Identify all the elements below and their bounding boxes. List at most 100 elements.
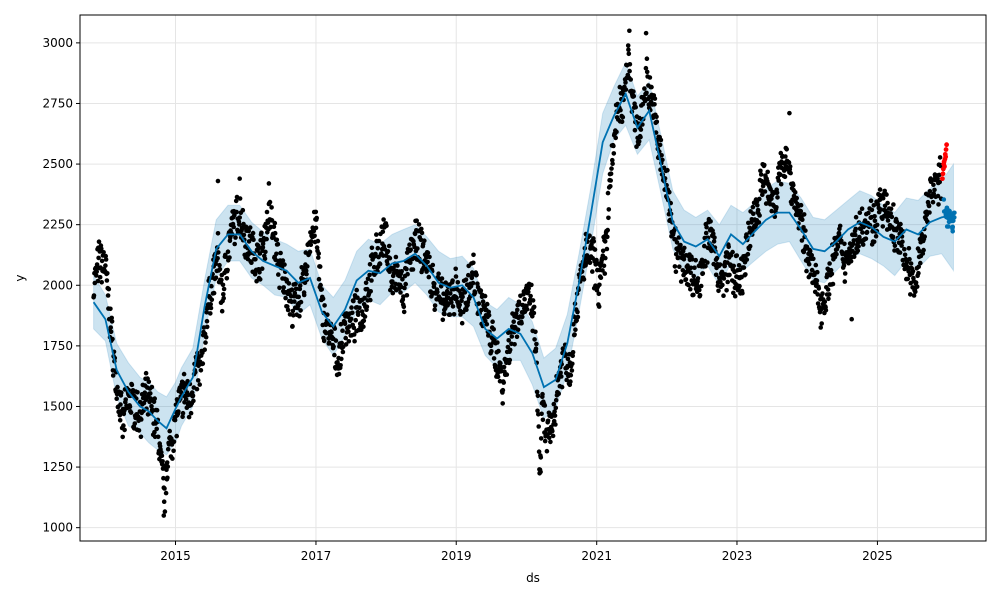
observed-point bbox=[332, 352, 337, 358]
observed-point bbox=[540, 417, 546, 423]
observed-point bbox=[96, 239, 102, 244]
observed-point bbox=[526, 289, 531, 295]
observed-point bbox=[320, 296, 326, 302]
observed-point bbox=[604, 246, 610, 252]
observed-point bbox=[788, 170, 793, 176]
observed-point bbox=[756, 220, 762, 225]
observed-point bbox=[685, 263, 690, 268]
observed-point bbox=[290, 323, 295, 329]
observed-point bbox=[614, 129, 619, 135]
observed-point bbox=[315, 238, 321, 244]
observed-point bbox=[159, 449, 164, 455]
observed-point bbox=[837, 223, 843, 229]
observed-point bbox=[362, 314, 368, 319]
observed-point bbox=[569, 368, 575, 373]
observed-point bbox=[633, 104, 638, 110]
observed-point bbox=[830, 281, 836, 287]
observed-point bbox=[450, 304, 456, 309]
observed-point bbox=[711, 239, 717, 244]
forecast-point bbox=[950, 224, 955, 230]
observed-point bbox=[692, 265, 697, 271]
observed-point bbox=[559, 384, 565, 390]
observed-point bbox=[730, 249, 735, 255]
observed-point bbox=[937, 155, 943, 160]
observed-point bbox=[511, 319, 516, 325]
observed-point bbox=[165, 464, 171, 469]
observed-point bbox=[657, 142, 663, 148]
observed-point bbox=[99, 280, 104, 285]
observed-point bbox=[403, 281, 409, 287]
observed-point bbox=[322, 303, 327, 308]
observed-point bbox=[449, 300, 454, 305]
observed-point bbox=[551, 401, 557, 407]
observed-point bbox=[364, 304, 370, 310]
observed-point bbox=[568, 379, 573, 384]
observed-point bbox=[460, 294, 465, 300]
observed-point bbox=[298, 308, 303, 313]
observed-point bbox=[658, 137, 664, 143]
observed-point bbox=[693, 257, 698, 263]
observed-point bbox=[627, 28, 632, 34]
observed-point bbox=[103, 263, 108, 268]
observed-point bbox=[180, 410, 186, 416]
observed-point bbox=[213, 275, 219, 281]
observed-point bbox=[538, 436, 544, 441]
observed-point bbox=[180, 414, 185, 420]
observed-point bbox=[462, 290, 468, 295]
observed-point bbox=[368, 297, 373, 303]
observed-point bbox=[475, 281, 480, 287]
observed-point bbox=[907, 256, 912, 262]
observed-point bbox=[714, 255, 720, 261]
observed-point bbox=[271, 224, 277, 229]
observed-point bbox=[454, 295, 459, 301]
observed-point bbox=[97, 274, 103, 280]
observed-point bbox=[346, 324, 352, 329]
observed-point bbox=[627, 62, 633, 67]
observed-point bbox=[897, 250, 903, 255]
observed-point bbox=[590, 269, 595, 274]
observed-point bbox=[178, 389, 184, 395]
observed-point bbox=[678, 279, 684, 284]
observed-point bbox=[291, 313, 296, 318]
observed-point bbox=[524, 307, 530, 312]
observed-point bbox=[219, 277, 224, 283]
observed-point bbox=[842, 241, 847, 247]
observed-point bbox=[732, 293, 738, 299]
observed-point bbox=[263, 249, 268, 255]
observed-point bbox=[608, 171, 614, 176]
observed-point bbox=[294, 286, 299, 292]
observed-point bbox=[161, 513, 167, 518]
observed-point bbox=[414, 218, 420, 223]
observed-point bbox=[877, 187, 883, 192]
observed-point bbox=[390, 279, 395, 284]
observed-point bbox=[716, 288, 721, 294]
observed-point bbox=[853, 232, 858, 238]
observed-point bbox=[642, 86, 647, 91]
observed-point bbox=[109, 319, 115, 324]
observed-point bbox=[471, 252, 476, 258]
observed-point bbox=[198, 368, 204, 373]
forecast-point bbox=[950, 229, 955, 234]
observed-point bbox=[425, 250, 431, 256]
observed-point bbox=[401, 309, 407, 315]
observed-point bbox=[842, 271, 848, 276]
observed-point bbox=[436, 271, 441, 277]
observed-point bbox=[136, 428, 142, 433]
observed-point bbox=[170, 456, 175, 461]
observed-point bbox=[908, 261, 914, 266]
observed-point bbox=[841, 263, 847, 268]
observed-point bbox=[538, 455, 544, 460]
observed-point bbox=[643, 65, 649, 71]
observed-point bbox=[623, 80, 628, 85]
observed-point bbox=[926, 203, 932, 209]
observed-point bbox=[720, 282, 725, 288]
observed-point bbox=[553, 405, 559, 411]
observed-point bbox=[598, 263, 603, 269]
observed-point bbox=[500, 401, 506, 406]
observed-point bbox=[369, 245, 375, 251]
observed-point bbox=[108, 329, 114, 335]
observed-point bbox=[237, 176, 242, 181]
observed-point bbox=[927, 189, 933, 194]
observed-point bbox=[348, 316, 354, 322]
observed-point bbox=[839, 238, 844, 244]
